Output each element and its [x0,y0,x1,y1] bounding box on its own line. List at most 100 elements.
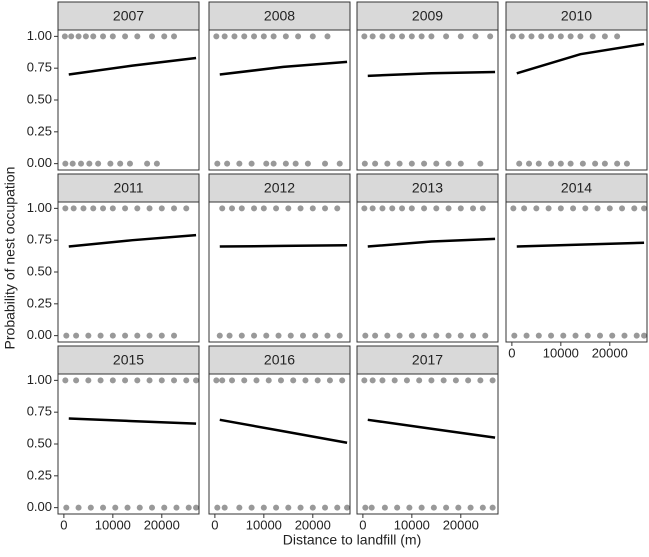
point [548,160,555,167]
x-tick-label: 20000 [144,517,180,532]
point [109,377,116,384]
point [372,332,379,339]
point [396,332,403,339]
point [70,205,77,212]
point [287,332,294,339]
point [270,160,277,167]
point [455,504,462,511]
point [452,377,459,384]
point [418,504,425,511]
point [362,332,369,339]
point [112,504,119,511]
x-tick-label: 0 [211,517,218,532]
y-tick-label: 1.00 [27,28,52,43]
point [214,160,221,167]
point [241,377,248,384]
point [361,205,368,212]
point [396,160,403,167]
point [406,504,413,511]
point [361,377,368,384]
point [109,33,116,40]
point [457,205,464,212]
point [548,33,555,40]
point [428,377,435,384]
point [126,160,133,167]
point [297,205,304,212]
point [216,332,223,339]
point [457,332,464,339]
panel-title: 2009 [412,8,443,24]
point [369,205,376,212]
point [117,160,124,167]
point [161,33,168,40]
x-tick-label: 20000 [295,517,331,532]
point [265,377,272,384]
x-tick-label: 10000 [246,517,282,532]
point [433,205,440,212]
x-axis-title: Distance to landfill (m) [283,532,422,548]
point [334,504,341,511]
fit-curve [367,70,496,78]
point [260,504,267,511]
point [285,205,292,212]
point [538,33,545,40]
point [408,160,415,167]
point [339,377,346,384]
point [545,205,552,212]
point [282,160,289,167]
point [61,33,68,40]
point [389,33,396,40]
point [251,332,258,339]
point [443,504,450,511]
point [251,33,258,40]
point [523,332,530,339]
fit-curve [219,244,348,248]
point [597,332,603,339]
point [109,332,116,339]
y-tick-label: 0.00 [27,499,52,514]
point [477,160,484,167]
panel [208,201,351,343]
point [384,160,391,167]
point [134,332,141,339]
fit-curve [68,417,197,425]
point [445,160,452,167]
point [535,332,542,339]
point [470,205,477,212]
panel [208,373,351,515]
point [408,33,415,40]
panel-title: 2010 [561,8,592,24]
point [445,205,452,212]
fit-curve [367,418,496,439]
point [185,504,192,511]
fit-curve [367,237,496,248]
point [109,205,116,212]
strip [208,1,351,31]
point [577,33,584,40]
fit-curve [68,233,197,248]
point [433,160,440,167]
point [248,504,255,511]
panel [505,201,648,343]
point [314,377,321,384]
point [224,160,231,167]
point [430,504,437,511]
point [344,504,351,511]
point [134,377,141,384]
y-tick-label: 1.00 [27,372,52,387]
point [619,205,626,212]
point [122,33,129,40]
point [253,377,260,384]
point [100,33,107,40]
point [219,205,226,212]
point [69,160,76,167]
panel [356,29,499,171]
point [161,504,168,511]
point [95,160,102,167]
point [403,377,410,384]
point [421,205,428,212]
point [221,504,228,511]
point [557,160,564,167]
point [312,332,319,339]
